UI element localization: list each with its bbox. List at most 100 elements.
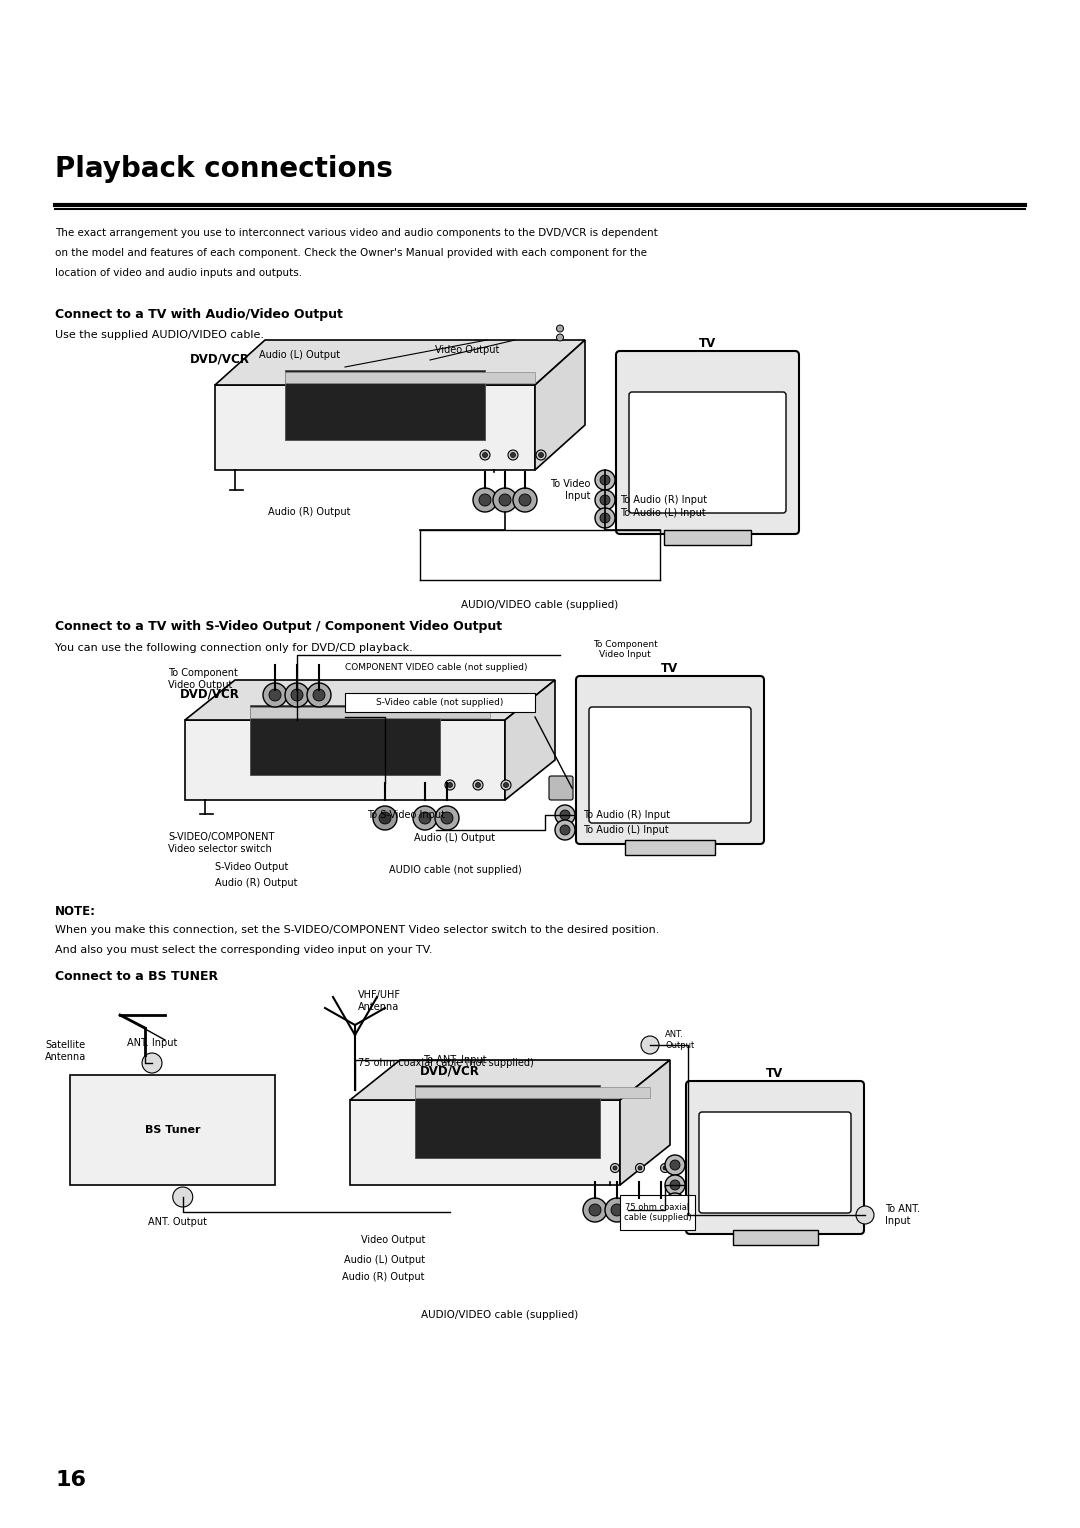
Circle shape (663, 1166, 667, 1170)
Text: TV: TV (767, 1067, 784, 1080)
Circle shape (589, 1204, 600, 1216)
FancyBboxPatch shape (249, 707, 490, 718)
Circle shape (513, 487, 537, 512)
Circle shape (264, 683, 287, 707)
Text: 75 ohm coaxial cable (not supplied): 75 ohm coaxial cable (not supplied) (357, 1057, 534, 1068)
Text: Use the supplied AUDIO/VIDEO cable.: Use the supplied AUDIO/VIDEO cable. (55, 330, 264, 341)
FancyBboxPatch shape (616, 351, 799, 533)
Text: Connect to a TV with S-Video Output / Component Video Output: Connect to a TV with S-Video Output / Co… (55, 620, 502, 633)
Text: S-VIDEO/COMPONENT
Video selector switch: S-VIDEO/COMPONENT Video selector switch (168, 833, 274, 854)
Text: ANT. Output: ANT. Output (148, 1216, 207, 1227)
Circle shape (561, 810, 570, 821)
Polygon shape (535, 341, 585, 471)
Polygon shape (185, 680, 555, 720)
Circle shape (269, 689, 281, 701)
Circle shape (511, 452, 515, 457)
Circle shape (419, 811, 431, 824)
Circle shape (539, 452, 543, 457)
Circle shape (501, 779, 511, 790)
Text: TV: TV (661, 662, 678, 675)
Circle shape (445, 779, 455, 790)
Text: Audio (R) Output: Audio (R) Output (268, 507, 350, 516)
FancyBboxPatch shape (415, 1085, 600, 1158)
Circle shape (555, 805, 575, 825)
Text: BS Tuner: BS Tuner (145, 1125, 200, 1135)
Circle shape (600, 513, 610, 523)
Circle shape (665, 1175, 685, 1195)
Circle shape (379, 811, 391, 824)
Circle shape (633, 1204, 645, 1216)
FancyBboxPatch shape (664, 530, 752, 545)
Text: AUDIO cable (not supplied): AUDIO cable (not supplied) (389, 865, 522, 876)
Circle shape (483, 452, 487, 457)
Text: VHF/UHF
Antenna: VHF/UHF Antenna (357, 990, 401, 1012)
Circle shape (508, 451, 518, 460)
Circle shape (595, 471, 615, 490)
Circle shape (413, 805, 437, 830)
Circle shape (583, 1198, 607, 1222)
FancyBboxPatch shape (686, 1080, 864, 1235)
Text: Playback connections: Playback connections (55, 154, 393, 183)
FancyBboxPatch shape (549, 776, 573, 801)
Circle shape (627, 1198, 651, 1222)
Circle shape (642, 1036, 659, 1054)
FancyBboxPatch shape (699, 1112, 851, 1213)
Circle shape (670, 1198, 680, 1209)
Text: You can use the following connection only for DVD/CD playback.: You can use the following connection onl… (55, 643, 413, 652)
FancyBboxPatch shape (70, 1076, 275, 1186)
Text: AUDIO/VIDEO cable (supplied): AUDIO/VIDEO cable (supplied) (421, 1309, 579, 1320)
Text: And also you must select the corresponding video input on your TV.: And also you must select the correspondi… (55, 944, 432, 955)
Text: To Component
Video Output: To Component Video Output (168, 668, 238, 689)
Text: Satellite
Antenna: Satellite Antenna (45, 1041, 86, 1062)
Circle shape (475, 782, 481, 787)
Circle shape (856, 1206, 874, 1224)
Circle shape (307, 683, 330, 707)
Circle shape (291, 689, 303, 701)
Circle shape (654, 1204, 667, 1216)
Circle shape (605, 1198, 629, 1222)
FancyBboxPatch shape (345, 694, 535, 712)
FancyBboxPatch shape (589, 707, 751, 824)
Circle shape (373, 805, 397, 830)
Text: ANT. Input: ANT. Input (126, 1038, 177, 1048)
Circle shape (638, 1166, 642, 1170)
Text: To Video
Input: To Video Input (550, 480, 590, 501)
Text: Audio (L) Output: Audio (L) Output (259, 350, 340, 361)
Text: TV: TV (699, 338, 716, 350)
Text: Audio (R) Output: Audio (R) Output (342, 1271, 426, 1282)
Circle shape (313, 689, 325, 701)
Circle shape (519, 494, 531, 506)
Circle shape (595, 507, 615, 529)
Text: Audio (L) Output: Audio (L) Output (343, 1254, 426, 1265)
Text: on the model and features of each component. Check the Owner's Manual provided w: on the model and features of each compon… (55, 248, 647, 258)
Circle shape (595, 490, 615, 510)
Polygon shape (505, 680, 555, 801)
Circle shape (561, 825, 570, 834)
Text: Video Output: Video Output (361, 1235, 426, 1245)
Text: To Audio (L) Input: To Audio (L) Input (583, 825, 669, 834)
Circle shape (173, 1187, 192, 1207)
Text: S-Video Output: S-Video Output (215, 862, 288, 872)
Text: To Audio (L) Input: To Audio (L) Input (620, 507, 705, 518)
Text: To S-Video Input: To S-Video Input (367, 810, 445, 821)
Circle shape (556, 335, 564, 341)
FancyBboxPatch shape (285, 371, 535, 384)
FancyBboxPatch shape (629, 393, 786, 513)
Text: To Audio (R) Input: To Audio (R) Input (620, 495, 707, 504)
Polygon shape (215, 341, 585, 385)
Text: DVD/VCR: DVD/VCR (420, 1065, 480, 1077)
Circle shape (536, 451, 546, 460)
Text: Audio (R) Output: Audio (R) Output (215, 879, 297, 888)
Circle shape (441, 811, 453, 824)
Polygon shape (350, 1100, 620, 1186)
Polygon shape (185, 720, 505, 801)
Polygon shape (350, 1060, 670, 1100)
Circle shape (141, 1053, 162, 1073)
FancyBboxPatch shape (249, 704, 440, 775)
Text: AUDIO/VIDEO cable (supplied): AUDIO/VIDEO cable (supplied) (461, 601, 619, 610)
Circle shape (556, 325, 564, 332)
Text: COMPONENT VIDEO cable (not supplied): COMPONENT VIDEO cable (not supplied) (345, 663, 527, 672)
Text: Connect to a TV with Audio/Video Output: Connect to a TV with Audio/Video Output (55, 309, 342, 321)
Circle shape (447, 782, 453, 787)
FancyBboxPatch shape (620, 1195, 696, 1230)
